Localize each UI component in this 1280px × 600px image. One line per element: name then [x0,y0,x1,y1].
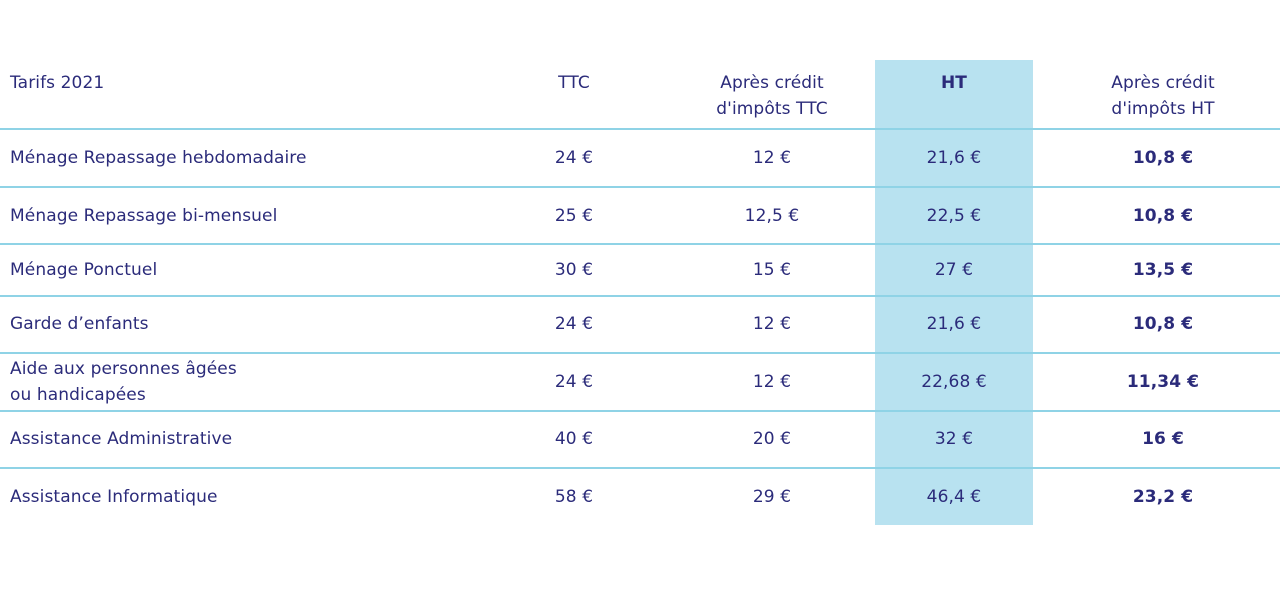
divider [0,243,1280,245]
row-apres-ttc: 12 € [752,314,792,334]
row-ttc: 24 € [554,314,594,334]
divider [0,186,1280,188]
row-apres-ttc: 12 € [752,372,792,392]
row-label-line2: ou handicapées [10,385,146,405]
header-label: Tarifs 2021 [10,70,450,96]
row-apres-ttc: 12 € [752,148,792,168]
row-label: Assistance Administrative [10,429,233,449]
table-row: Ménage Ponctuel 30 € 15 € 27 € 13,5 € [0,257,1280,283]
row-label: Garde d’enfants [10,314,149,334]
row-ttc: 30 € [554,260,594,280]
divider [0,128,1280,130]
row-apres-ht: 23,2 € [1132,487,1194,507]
row-ttc: 25 € [554,206,594,226]
header-apres-ht-line2: d'impôts HT [1111,99,1215,119]
table-row: Aide aux personnes âgées ou handicapées … [0,356,1280,408]
row-ht: 32 € [934,429,974,449]
row-ttc: 58 € [554,487,594,507]
row-ht: 21,6 € [926,148,982,168]
row-ht: 22,68 € [921,372,987,392]
row-label: Ménage Repassage hebdomadaire [10,148,307,168]
row-apres-ht: 16 € [1142,429,1184,449]
header-ht: HT [875,70,1033,96]
row-apres-ht: 10,8 € [1132,314,1194,334]
row-apres-ht: 13,5 € [1132,260,1194,280]
row-apres-ht: 11,34 € [1126,372,1200,392]
divider [0,352,1280,354]
header-label-text: Tarifs 2021 [10,73,105,93]
table-row: Ménage Repassage hebdomadaire 24 € 12 € … [0,145,1280,171]
table-row: Garde d’enfants 24 € 12 € 21,6 € 10,8 € [0,311,1280,337]
row-apres-ttc: 29 € [752,487,792,507]
row-ht: 46,4 € [926,487,982,507]
table-header: Tarifs 2021 TTC Après crédit d'impôts TT… [0,68,1280,124]
table-row: Assistance Informatique 58 € 29 € 46,4 €… [0,484,1280,510]
row-label: Ménage Repassage bi-mensuel [10,206,278,226]
row-label: Aide aux personnes âgées ou handicapées [10,356,450,408]
header-apres-ttc: Après crédit d'impôts TTC [692,70,852,122]
table-row: Ménage Repassage bi-mensuel 25 € 12,5 € … [0,203,1280,229]
header-ttc-text: TTC [558,73,590,93]
row-label: Assistance Informatique [10,487,218,507]
header-apres-ttc-line2: d'impôts TTC [716,99,828,119]
row-apres-ht: 10,8 € [1132,206,1194,226]
table-row: Assistance Administrative 40 € 20 € 32 €… [0,426,1280,452]
header-ttc: TTC [524,70,624,96]
header-apres-ht: Après crédit d'impôts HT [1083,70,1243,122]
row-ht: 21,6 € [926,314,982,334]
divider [0,467,1280,469]
row-apres-ttc: 12,5 € [744,206,800,226]
row-ht: 27 € [934,260,974,280]
header-ht-text: HT [940,73,968,93]
ht-column-highlight [875,60,1033,525]
row-apres-ttc: 20 € [752,429,792,449]
divider [0,295,1280,297]
divider [0,410,1280,412]
header-apres-ttc-line1: Après crédit [720,73,824,93]
row-ht: 22,5 € [926,206,982,226]
row-ttc: 24 € [554,148,594,168]
row-ttc: 24 € [554,372,594,392]
row-apres-ht: 10,8 € [1132,148,1194,168]
header-apres-ht-line1: Après crédit [1111,73,1215,93]
row-label: Ménage Ponctuel [10,260,158,280]
row-apres-ttc: 15 € [752,260,792,280]
row-label-line1: Aide aux personnes âgées [10,359,237,379]
row-ttc: 40 € [554,429,594,449]
